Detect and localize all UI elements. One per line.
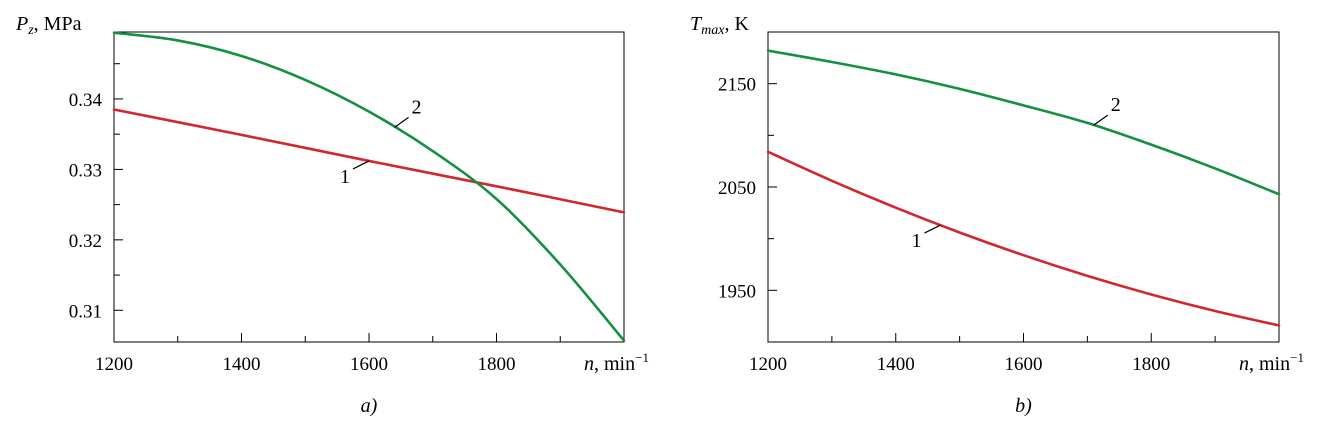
y-tick-label: 2150 <box>718 75 756 96</box>
x-tick-label: 1800 <box>1132 354 1170 375</box>
y-axis-title: Tmax, K <box>690 13 749 38</box>
x-tick-label: 1400 <box>877 354 915 375</box>
series-label-2: 2 <box>412 96 422 118</box>
y-tick-label: 0.34 <box>69 90 103 111</box>
series-line-2 <box>112 31 626 342</box>
y-tick-label: 0.33 <box>69 160 102 181</box>
series-label-2: 2 <box>1111 94 1121 116</box>
panel-label: a) <box>361 395 378 417</box>
y-tick-label: 2050 <box>718 178 756 199</box>
y-axis-unit: , MPa <box>34 13 82 35</box>
x-axis-symbol: n <box>584 353 594 375</box>
series-leader-2-b <box>1093 114 1109 126</box>
y-tick-label: 0.32 <box>69 231 102 252</box>
x-tick-label: 1800 <box>478 354 516 375</box>
plot-frame <box>113 31 625 343</box>
x-tick-label: 1200 <box>749 354 787 375</box>
x-axis-title: n, min−1 <box>584 350 649 375</box>
series-line-1 <box>112 108 626 214</box>
x-axis-symbol: n <box>1239 353 1249 375</box>
panel-label: b) <box>1015 395 1032 417</box>
series-leader-2-b <box>394 116 409 128</box>
y-axis-symbol: P <box>15 13 28 35</box>
x-tick-label: 1600 <box>1005 354 1043 375</box>
series-leader-1 <box>924 224 941 234</box>
x-axis-unit: , min <box>1249 353 1290 375</box>
x-axis-exponent: −1 <box>635 350 649 365</box>
series-label-1: 1 <box>340 166 350 188</box>
y-axis-title: Pz, MPa <box>15 13 82 38</box>
series-label-1: 1 <box>911 230 921 252</box>
series-line-1 <box>766 150 1281 327</box>
x-tick-label: 1200 <box>95 354 133 375</box>
y-axis-unit: , K <box>724 13 749 35</box>
y-tick-label: 1950 <box>718 281 756 302</box>
y-tick-label: 0.31 <box>69 301 102 322</box>
x-axis-exponent: −1 <box>1290 350 1304 365</box>
y-axis-subscript: z <box>27 23 34 38</box>
y-axis-symbol: T <box>690 13 703 35</box>
x-axis-title: n, min−1 <box>1239 350 1304 375</box>
x-tick-label: 1400 <box>223 354 261 375</box>
series-line-2 <box>766 49 1281 196</box>
chart-panel-b: 1200 1400 1600 1800 1950 2050 2150 Tmax, K n, mi… <box>690 13 1304 417</box>
y-axis-subscript: max <box>701 23 725 38</box>
series-leader-1 <box>352 160 370 170</box>
x-axis-unit: , min <box>594 353 635 375</box>
x-tick-label: 1600 <box>350 354 388 375</box>
chart-panel-a: 1200 1400 1600 1800 0.31 0.32 0.33 0.34 Pz, MPa n… <box>15 13 649 417</box>
